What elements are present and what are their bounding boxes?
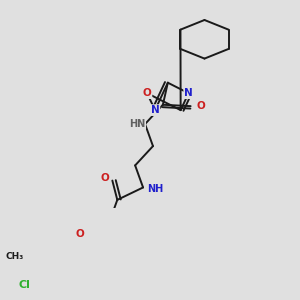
Text: O: O: [75, 229, 84, 239]
Text: N: N: [184, 88, 193, 98]
Text: O: O: [196, 101, 205, 111]
Text: Cl: Cl: [18, 280, 30, 290]
Text: HN: HN: [129, 119, 145, 129]
Text: O: O: [143, 88, 152, 98]
Text: CH₃: CH₃: [5, 252, 23, 261]
Text: O: O: [100, 173, 109, 183]
Text: NH: NH: [147, 184, 163, 194]
Text: N: N: [151, 105, 159, 115]
